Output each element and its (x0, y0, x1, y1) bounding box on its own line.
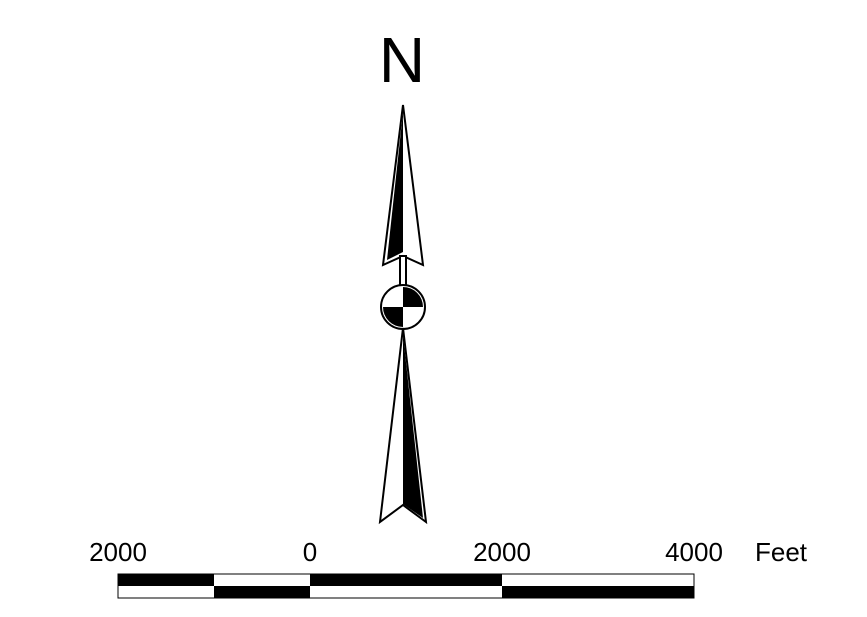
scale-label: 0 (303, 537, 317, 567)
scale-label: 2000 (89, 537, 147, 567)
scale-label: 2000 (473, 537, 531, 567)
scale-unit: Feet (755, 537, 808, 567)
tail-shade (403, 335, 423, 518)
arrowhead-shade (387, 112, 403, 260)
shaft (399, 255, 407, 287)
circle-quadrant (403, 287, 423, 307)
north-arrow: N (378, 24, 428, 525)
scale-label: 4000 (665, 537, 723, 567)
scale-segment (310, 574, 502, 586)
scale-segment (118, 574, 214, 586)
scale-segment (502, 586, 694, 598)
scale-segment (214, 586, 310, 598)
north-label: N (379, 24, 425, 96)
circle-quadrant (383, 307, 403, 327)
scale-bar: 2000 0 2000 4000 Feet (89, 537, 808, 599)
